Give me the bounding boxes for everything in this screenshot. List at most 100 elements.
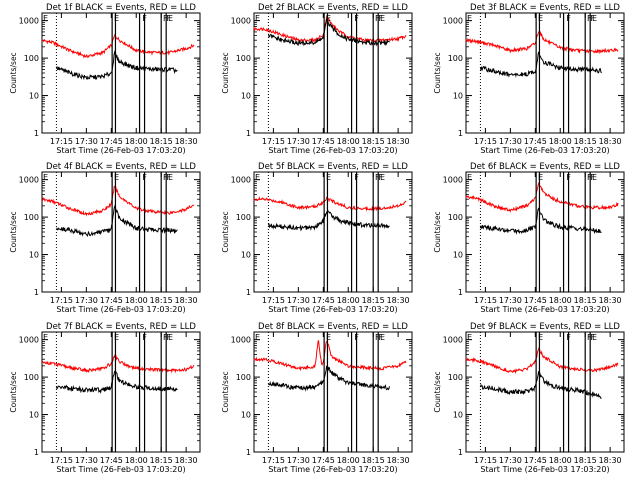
plot-frame [253, 12, 413, 134]
x-tick-label: 18:30 [175, 456, 198, 465]
flag-label: F [354, 173, 359, 182]
y-tick-label: 100 [24, 213, 39, 222]
y-tick-label: 1 [246, 129, 251, 138]
x-tick-label: 17:15 [262, 456, 285, 465]
y-tick-label: 100 [236, 54, 251, 63]
flag-label: E [255, 14, 260, 23]
x-tick-label: 17:30 [75, 296, 98, 305]
x-tick-label: 17:30 [287, 456, 310, 465]
x-tick-label: 18:15 [150, 137, 173, 146]
lld-series-line [465, 182, 619, 213]
x-tick-label: 18:15 [574, 456, 597, 465]
x-tick-label: 17:45 [312, 296, 335, 305]
y-tick-label: 1 [246, 448, 251, 457]
flag-label: E [467, 333, 472, 342]
lld-series-line [253, 196, 407, 212]
lld-series-line [41, 354, 195, 374]
detector-panel: Det 4f BLACK = Events, RED = LLD 1 10 100 10… [9, 162, 201, 314]
x-tick-label: 17:30 [499, 296, 522, 305]
x-axis-label: Start Time (26-Feb-03 17:03:20) [480, 305, 609, 314]
flag-label: E [467, 14, 472, 23]
x-tick-label: 18:00 [549, 137, 572, 146]
plot-frame [41, 12, 201, 134]
chart-title: Det 5f BLACK = Events, RED = LLD [258, 162, 408, 172]
y-tick-label: 100 [448, 54, 463, 63]
x-axis-label: Start Time (26-Feb-03 17:03:20) [268, 305, 397, 314]
y-tick-label: 1000 [19, 17, 39, 26]
x-tick-label: 18:00 [337, 456, 360, 465]
flag-label: E [43, 14, 48, 23]
events-series-line [479, 51, 602, 78]
x-tick-label: 18:15 [362, 137, 385, 146]
y-tick-label: 1 [34, 129, 39, 138]
y-tick-label: 1 [34, 448, 39, 457]
events-series-line [479, 371, 602, 399]
chart-title: Det 8f BLACK = Events, RED = LLD [258, 322, 408, 332]
chart-title: Det 1f BLACK = Events, RED = LLD [46, 3, 196, 13]
y-tick-label: 1000 [443, 17, 463, 26]
flag-label: F [375, 333, 380, 342]
flag-label: F [566, 14, 571, 23]
x-tick-label: 18:15 [362, 456, 385, 465]
detector-panel: Det 2f BLACK = Events, RED = LLD 1 10 100 10… [221, 3, 413, 155]
x-tick-label: 18:15 [574, 296, 597, 305]
x-tick-label: 18:30 [175, 296, 198, 305]
y-tick-label: 100 [236, 213, 251, 222]
x-tick-label: 17:15 [474, 296, 497, 305]
flag-label: F [166, 173, 171, 182]
y-tick-label: 10 [453, 92, 463, 101]
x-tick-label: 17:15 [50, 456, 73, 465]
events-series-line [56, 203, 178, 238]
y-tick-label: 10 [29, 92, 39, 101]
y-axis-label: Counts/sec [433, 52, 442, 93]
x-tick-label: 18:30 [175, 137, 198, 146]
x-tick-label: 17:15 [50, 137, 73, 146]
lld-series-line [253, 15, 407, 44]
flag-label: E [326, 14, 331, 23]
y-tick-label: 1 [34, 288, 39, 297]
flag-label: F [378, 14, 383, 23]
y-axis-label: Counts/sec [221, 371, 230, 412]
detector-panel: Det 6f BLACK = Events, RED = LLD 1 10 100 10… [433, 162, 625, 314]
y-tick-label: 100 [236, 373, 251, 382]
x-tick-label: 18:30 [387, 296, 410, 305]
flag-label: E [538, 333, 543, 342]
flag-label: F [587, 14, 592, 23]
x-tick-label: 17:15 [474, 456, 497, 465]
x-tick-label: 18:30 [599, 456, 622, 465]
detector-panel: Det 5f BLACK = Events, RED = LLD 1 10 100 10… [221, 162, 413, 314]
x-tick-label: 18:15 [150, 456, 173, 465]
x-tick-label: 18:15 [150, 296, 173, 305]
y-tick-label: 1000 [19, 176, 39, 185]
x-tick-label: 17:30 [75, 456, 98, 465]
plot-frame [41, 331, 201, 453]
x-tick-label: 18:30 [599, 137, 622, 146]
flag-label: E [114, 14, 119, 23]
x-tick-label: 18:00 [549, 296, 572, 305]
y-axis-label: Counts/sec [9, 52, 18, 93]
flag-label: E [380, 14, 385, 23]
x-axis-label: Start Time (26-Feb-03 17:03:20) [480, 465, 609, 474]
flag-label: F [590, 173, 595, 182]
events-series-line [268, 365, 390, 392]
y-tick-label: 1000 [231, 336, 251, 345]
flag-label: E [255, 173, 260, 182]
y-tick-label: 10 [29, 251, 39, 260]
x-tick-label: 18:30 [599, 296, 622, 305]
y-tick-label: 10 [453, 411, 463, 420]
y-axis-label: Counts/sec [221, 52, 230, 93]
y-tick-label: 1000 [231, 17, 251, 26]
events-series-line [55, 370, 178, 395]
detector-panel: Det 9f BLACK = Events, RED = LLD 1 10 100 10… [433, 322, 625, 474]
x-axis-label: Start Time (26-Feb-03 17:03:20) [56, 146, 185, 155]
detector-panel: Det 8f BLACK = Events, RED = LLD 1 10 100 10… [221, 322, 413, 474]
flag-label: E [592, 173, 597, 182]
x-tick-label: 18:30 [387, 456, 410, 465]
x-tick-label: 17:30 [287, 137, 310, 146]
y-tick-label: 1 [458, 129, 463, 138]
y-tick-label: 10 [241, 92, 251, 101]
x-tick-label: 17:45 [312, 456, 335, 465]
flag-label: E [467, 173, 472, 182]
lld-series-line [41, 33, 195, 59]
